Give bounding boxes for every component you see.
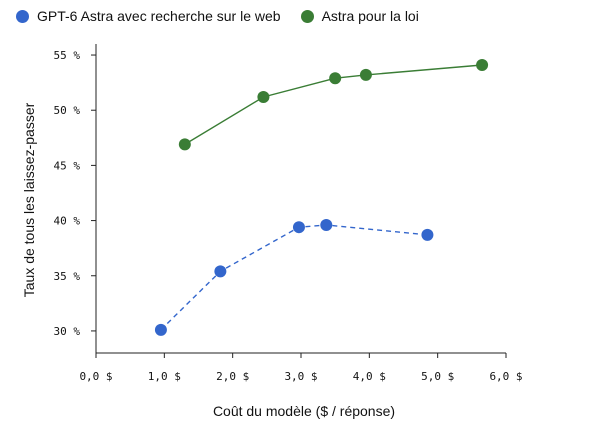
chart-legend: GPT-6 Astra avec recherche sur le web As…	[16, 8, 439, 24]
legend-marker-series-2	[300, 9, 314, 23]
x-tick-label: 0,0 $	[79, 370, 112, 383]
series-2-point	[329, 72, 342, 85]
x-tick-label: 3,0 $	[284, 370, 317, 383]
series-1-point	[154, 323, 167, 336]
series-1-point	[320, 218, 333, 231]
legend-item-series-2: Astra pour la loi	[300, 8, 419, 24]
series-2-point	[257, 90, 270, 103]
series-2-point	[476, 58, 489, 71]
x-tick-label: 1,0 $	[148, 370, 181, 383]
legend-label-series-1: GPT-6 Astra avec recherche sur le web	[37, 8, 281, 24]
series-group	[154, 58, 489, 336]
y-tick-label: 35 %	[54, 270, 81, 283]
y-tick-label: 45 %	[54, 159, 81, 172]
y-tick-label: 50 %	[54, 104, 81, 117]
series-line-1	[160, 224, 428, 331]
series-1-point	[292, 221, 305, 234]
x-axis-label: Coût du modèle ($ / réponse)	[213, 403, 395, 419]
series-1-point	[421, 228, 434, 241]
legend-marker-series-1	[16, 9, 29, 23]
x-tick-label: 6,0 $	[489, 370, 522, 383]
legend-label-series-2: Astra pour la loi	[321, 8, 419, 24]
x-tick-label: 4,0 $	[353, 370, 386, 383]
y-tick-label: 30 %	[54, 325, 81, 338]
series-2-point	[359, 68, 372, 81]
x-tick-label: 5,0 $	[421, 370, 454, 383]
y-tick-label: 55 %	[54, 49, 81, 62]
axes: 30 % 35 % 40 % 45 % 50 % 55 % 0,0 $ 1,0 $ 2,0 $ 3…	[54, 44, 523, 383]
y-tick-label: 40 %	[54, 215, 81, 228]
series-1-point	[214, 265, 227, 278]
x-tick-label: 2,0 $	[216, 370, 249, 383]
y-axis-label: Taux de tous les laissez-passer	[21, 102, 37, 297]
legend-item-series-1: GPT-6 Astra avec recherche sur le web	[16, 8, 281, 24]
series-2-point	[178, 138, 191, 151]
